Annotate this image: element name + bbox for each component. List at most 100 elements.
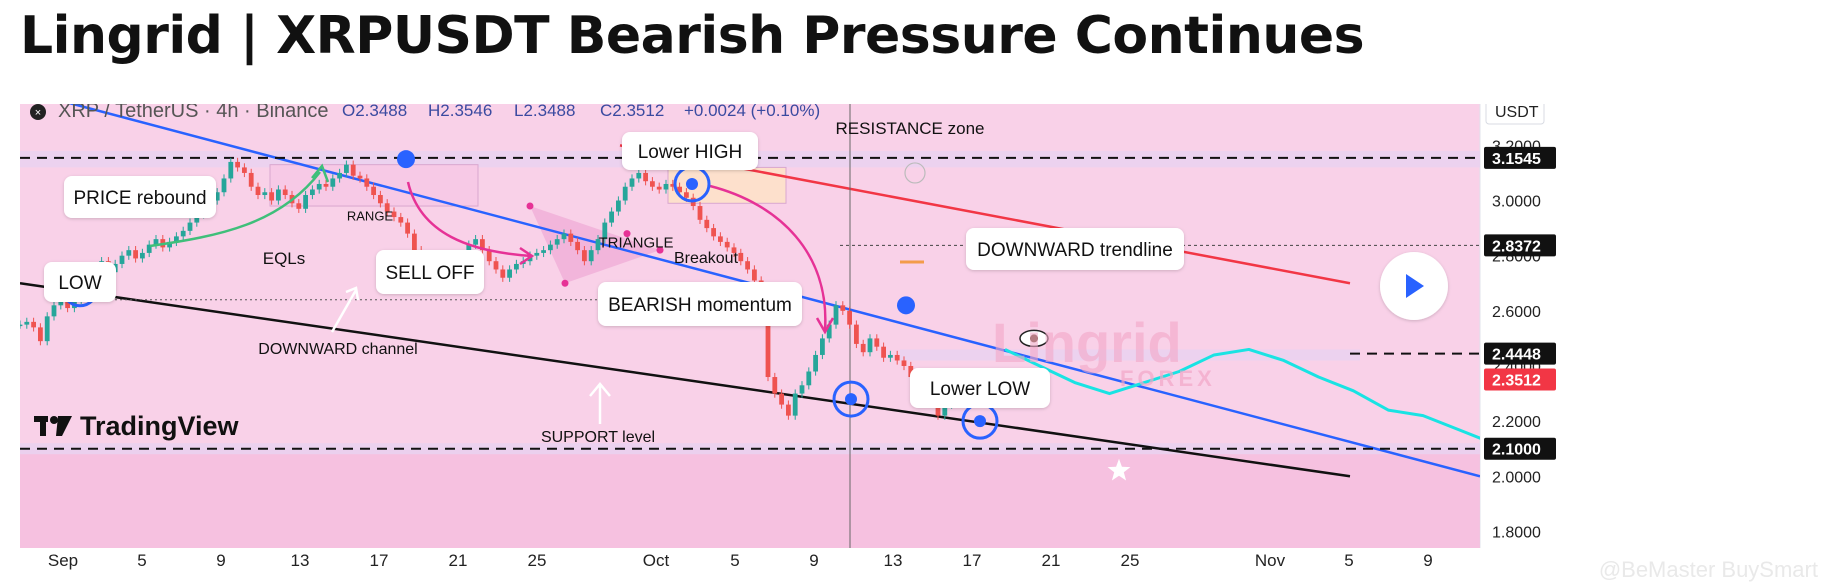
price-scale-box: [1486, 104, 1556, 548]
candle-body: [248, 172, 254, 187]
support-region: [20, 448, 1480, 548]
support-level-label: SUPPORT level: [541, 429, 655, 446]
price-badge-label: 2.8372: [1492, 238, 1541, 255]
pivot-dot: [656, 246, 664, 254]
replay-button[interactable]: [1380, 252, 1448, 320]
candle-body: [228, 161, 234, 179]
x-tick-label: 5: [730, 551, 739, 570]
ohlc-close: C2.3512: [600, 104, 664, 120]
candle-body: [704, 219, 710, 229]
candle-body: [65, 297, 70, 309]
trend-touch-dot: [897, 296, 915, 315]
candle-body: [684, 192, 689, 198]
candle-body: [180, 230, 186, 237]
price-chart[interactable]: PRICE rebound LOW EQLs RANGE SELL OFF TRIANGL…: [20, 97, 1816, 572]
projection-path: [1004, 347, 1480, 440]
x-tick-label: 17: [963, 551, 982, 570]
lower-low-label-box: [910, 368, 1050, 408]
candle-body: [146, 244, 152, 253]
ohlc-open: O2.3488: [342, 104, 407, 120]
price-badge-label: 2.4448: [1492, 347, 1541, 364]
candle-body: [554, 239, 560, 245]
pivot-dot: [561, 279, 569, 287]
candle-body: [779, 393, 784, 405]
candle-body: [235, 161, 240, 168]
resistance-zone-label: RESISTANCE zone: [836, 119, 985, 138]
candle-body: [330, 178, 336, 187]
target-star-icon: [1107, 458, 1131, 481]
low-label-box: [44, 262, 116, 302]
candle-body: [344, 164, 349, 173]
candle-body: [337, 172, 342, 179]
price-rebound-label: PRICE rebound: [73, 188, 206, 209]
triangle-pattern: [530, 206, 660, 284]
candle-body: [731, 247, 737, 253]
price-badge: [1484, 437, 1556, 460]
candle-body: [854, 324, 859, 344]
candle-body: [140, 252, 145, 259]
currency-label[interactable]: USDT: [1495, 104, 1539, 121]
candle-body: [609, 211, 614, 223]
channel-lower-line: [20, 282, 1351, 478]
candle-body: [656, 186, 662, 190]
candle-body: [677, 186, 682, 193]
y-tick-label: 3.0000: [1492, 194, 1541, 211]
candle-body: [187, 222, 193, 231]
candle-body: [622, 186, 628, 201]
candle-body: [405, 222, 410, 234]
candle-body: [847, 310, 852, 325]
x-tick-label: 21: [1042, 551, 1061, 570]
bearish-momentum-label-box: [598, 282, 802, 326]
candle-body: [935, 401, 941, 416]
x-tick-label: 17: [370, 551, 389, 570]
support-zone: [20, 443, 1480, 455]
lingrid-logo: Lingrid: [992, 311, 1182, 374]
candle-body: [153, 239, 159, 245]
chart-panel[interactable]: PRICE rebound LOW EQLs RANGE SELL OFF TRIANGL…: [20, 97, 1816, 572]
candle-body: [31, 321, 36, 328]
author-watermark: @BeMaster BuySmart: [1598, 557, 1818, 582]
candle-body: [276, 189, 281, 201]
candle-body: [738, 252, 744, 262]
sell-off-arrowhead: [519, 246, 535, 266]
candle-body: [507, 269, 512, 278]
candle-body: [514, 263, 519, 270]
x-tick-label: 9: [1423, 551, 1432, 570]
candle-body: [616, 200, 621, 212]
bearish-momentum-label: BEARISH momentum: [608, 295, 792, 316]
logo-badge[interactable]: ×: [30, 104, 46, 120]
candle-body: [881, 346, 886, 358]
lower-low-marker-dot: [974, 415, 986, 428]
candle-body: [269, 192, 274, 201]
downward-channel-label: DOWNWARD channel: [258, 341, 417, 358]
downward-trendline-label-box: [966, 228, 1184, 270]
triangle-label: TRIANGLE: [598, 234, 673, 251]
resistance-touch-dot: [397, 150, 415, 169]
candle-body: [833, 305, 839, 325]
eye-pupil-icon: [1030, 334, 1038, 343]
symbol-name[interactable]: XRP / TetherUS · 4h · Binance: [58, 100, 329, 122]
candle-body: [384, 203, 390, 212]
candle-body: [24, 321, 30, 325]
candle-body: [575, 241, 580, 251]
candle-body: [752, 269, 757, 281]
candle-body: [371, 186, 376, 196]
candle-body: [486, 250, 492, 262]
candle-body: [412, 233, 417, 251]
candle-body: [296, 203, 302, 209]
candle-body: [894, 354, 900, 361]
candle-body: [51, 305, 57, 317]
candle-body: [636, 172, 642, 179]
svg-text:×: ×: [35, 107, 41, 119]
x-tick-label: 13: [291, 551, 310, 570]
time-scale-background: [20, 548, 1816, 572]
candle-body: [194, 214, 200, 223]
support-pointer-arrow: [589, 382, 611, 424]
x-tick-label: Oct: [643, 551, 670, 570]
candle-body: [765, 310, 771, 378]
price-rebound-arrow: [149, 171, 321, 248]
price-badge: [1484, 146, 1556, 169]
candle-body: [724, 241, 730, 248]
tradingview-brand: TradingView: [80, 411, 240, 441]
candle-body: [874, 338, 880, 347]
